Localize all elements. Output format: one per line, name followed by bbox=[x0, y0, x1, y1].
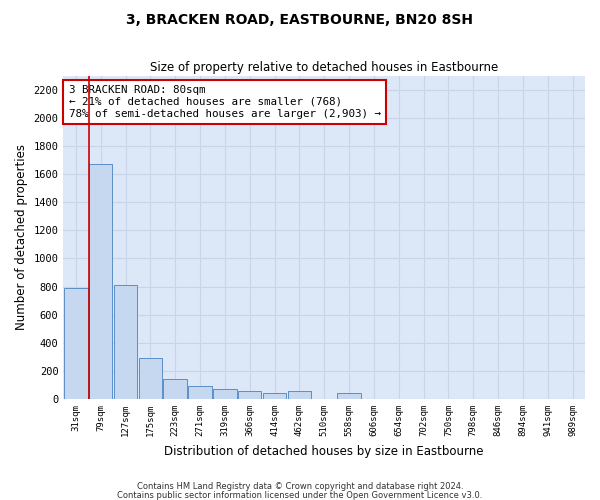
Bar bbox=[287, 392, 311, 399]
X-axis label: Distribution of detached houses by size in Eastbourne: Distribution of detached houses by size … bbox=[164, 444, 484, 458]
Bar bbox=[64, 288, 88, 399]
Text: 3, BRACKEN ROAD, EASTBOURNE, BN20 8SH: 3, BRACKEN ROAD, EASTBOURNE, BN20 8SH bbox=[127, 12, 473, 26]
Text: Contains public sector information licensed under the Open Government Licence v3: Contains public sector information licen… bbox=[118, 490, 482, 500]
Bar bbox=[263, 394, 286, 399]
Bar bbox=[188, 386, 212, 399]
Bar bbox=[139, 358, 162, 399]
Bar bbox=[114, 285, 137, 399]
Text: Contains HM Land Registry data © Crown copyright and database right 2024.: Contains HM Land Registry data © Crown c… bbox=[137, 482, 463, 491]
Bar bbox=[337, 394, 361, 399]
Y-axis label: Number of detached properties: Number of detached properties bbox=[15, 144, 28, 330]
Bar bbox=[213, 388, 236, 399]
Title: Size of property relative to detached houses in Eastbourne: Size of property relative to detached ho… bbox=[150, 62, 499, 74]
Text: 3 BRACKEN ROAD: 80sqm
← 21% of detached houses are smaller (768)
78% of semi-det: 3 BRACKEN ROAD: 80sqm ← 21% of detached … bbox=[68, 86, 380, 118]
Bar bbox=[89, 164, 112, 399]
Bar bbox=[163, 380, 187, 399]
Bar bbox=[238, 392, 262, 399]
